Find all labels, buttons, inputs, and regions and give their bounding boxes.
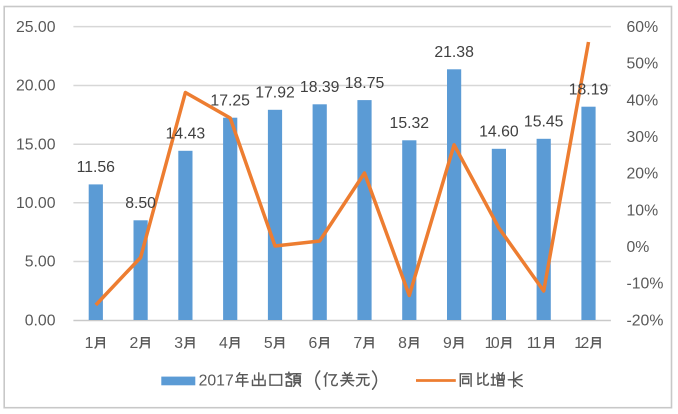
svg-text:14.60: 14.60 [479, 124, 519, 141]
svg-text:17.25: 17.25 [210, 93, 250, 110]
svg-text:10.00: 10.00 [16, 195, 56, 212]
svg-text:17.92: 17.92 [255, 85, 295, 102]
svg-text:10%: 10% [627, 202, 659, 219]
svg-text:18.75: 18.75 [345, 75, 385, 92]
svg-text:50%: 50% [627, 56, 659, 73]
svg-text:2017: 2017 [199, 373, 234, 390]
svg-text:9: 9 [443, 335, 452, 352]
svg-text:1: 1 [527, 335, 536, 352]
svg-text:20.00: 20.00 [16, 78, 56, 95]
svg-text:6: 6 [309, 335, 318, 352]
svg-text:7: 7 [353, 335, 362, 352]
svg-text:20%: 20% [627, 166, 659, 183]
svg-text:3: 3 [174, 335, 183, 352]
svg-text:8.50: 8.50 [125, 195, 156, 212]
svg-text:60%: 60% [627, 19, 659, 36]
svg-text:18.39: 18.39 [300, 79, 340, 96]
svg-text:5.00: 5.00 [25, 254, 56, 271]
svg-text:15.32: 15.32 [390, 115, 430, 132]
svg-text:8: 8 [398, 335, 407, 352]
svg-text:4: 4 [219, 335, 228, 352]
svg-text:2: 2 [129, 335, 138, 352]
svg-text:-10%: -10% [627, 276, 664, 293]
svg-text:0%: 0% [627, 239, 650, 256]
svg-text:15.00: 15.00 [16, 136, 56, 153]
svg-text:5: 5 [264, 335, 273, 352]
svg-text:14.43: 14.43 [166, 126, 206, 143]
svg-text:18.19: 18.19 [569, 82, 609, 99]
svg-text:10: 10 [485, 335, 500, 352]
svg-text:11.56: 11.56 [77, 159, 116, 176]
svg-text:15.45: 15.45 [524, 114, 564, 131]
svg-text:12: 12 [574, 335, 589, 352]
svg-text:-20%: -20% [627, 312, 664, 329]
svg-text:25.00: 25.00 [16, 19, 56, 36]
svg-text:0.00: 0.00 [25, 312, 56, 329]
svg-text:1: 1 [85, 335, 94, 352]
svg-text:1: 1 [533, 335, 542, 352]
svg-text:40%: 40% [627, 92, 659, 109]
svg-text:30%: 30% [627, 129, 659, 146]
svg-text:21.38: 21.38 [434, 44, 474, 61]
